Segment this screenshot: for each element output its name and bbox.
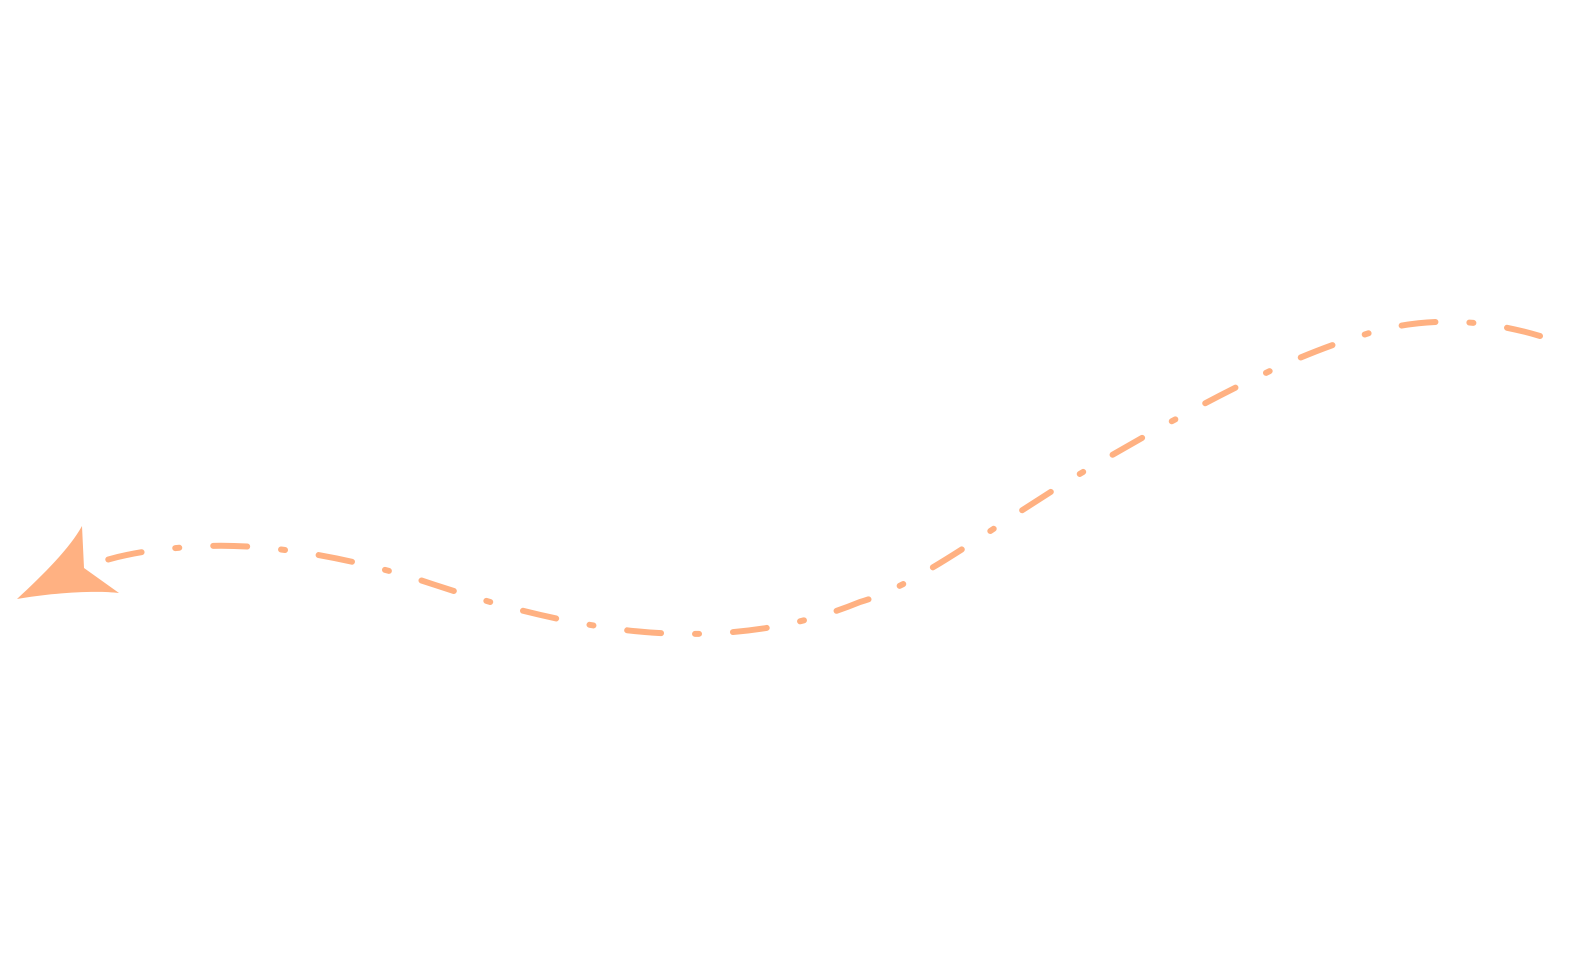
arrowhead-left-icon — [17, 526, 119, 599]
arrow-path — [85, 318, 1543, 637]
